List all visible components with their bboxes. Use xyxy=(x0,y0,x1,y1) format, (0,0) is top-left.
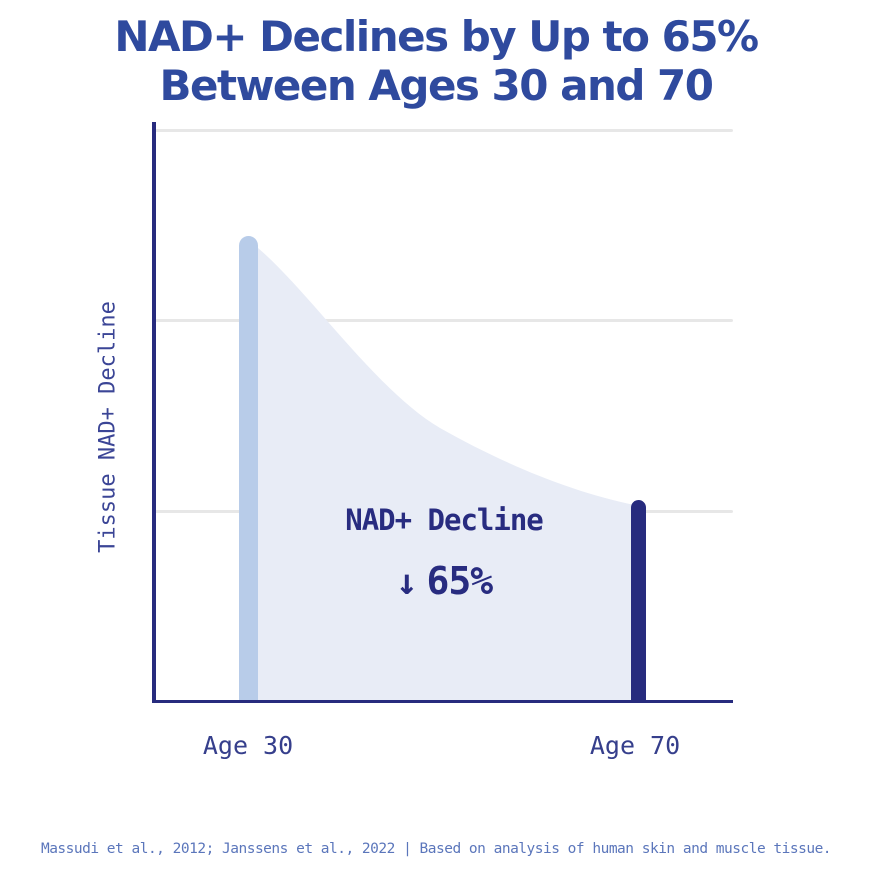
decline-annotation-label: NAD+ Decline xyxy=(345,503,544,537)
bar-age-30 xyxy=(239,236,258,703)
y-axis-line xyxy=(152,122,156,703)
chart-title: NAD+ Declines by Up to 65% Between Ages … xyxy=(0,12,872,110)
gridline-top xyxy=(155,129,733,132)
y-axis-label: Tissue NAD+ Decline xyxy=(95,301,121,553)
plot-area: NAD+ Decline ↓ 65% xyxy=(152,122,733,703)
bar-age-70 xyxy=(631,500,646,703)
x-axis-line xyxy=(152,699,733,703)
decline-annotation: NAD+ Decline ↓ 65% xyxy=(294,503,594,603)
down-arrow-icon: ↓ xyxy=(395,562,418,603)
source-citation: Massudi et al., 2012; Janssens et al., 2… xyxy=(40,841,832,857)
x-tick-age-70: Age 70 xyxy=(589,731,681,760)
gridline-middle xyxy=(155,319,733,322)
decline-annotation-value: 65% xyxy=(426,559,494,603)
decline-annotation-value-row: ↓ 65% xyxy=(294,559,594,603)
x-tick-age-30: Age 30 xyxy=(202,731,294,760)
chart-title-line1: NAD+ Declines by Up to 65% xyxy=(114,12,759,61)
decline-area-fill xyxy=(248,240,640,700)
chart-title-line2: Between Ages 30 and 70 xyxy=(159,61,715,110)
